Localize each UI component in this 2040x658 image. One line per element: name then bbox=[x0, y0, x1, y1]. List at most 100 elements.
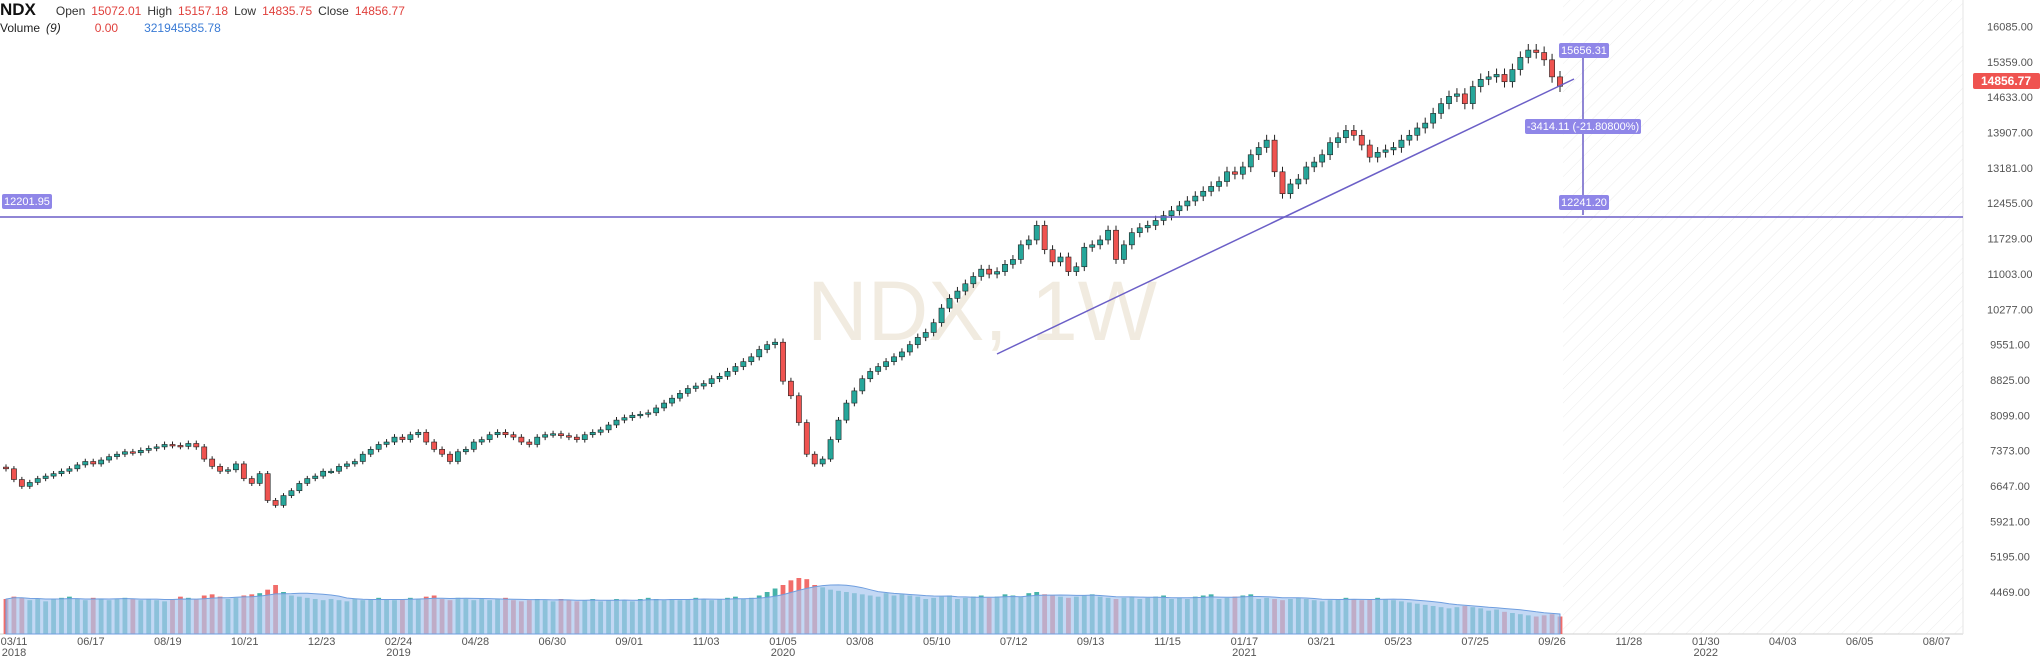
candle bbox=[1303, 161, 1310, 185]
x-tick-year: 2018 bbox=[2, 647, 26, 658]
candle bbox=[1121, 240, 1127, 264]
y-tick-label: 13181.00 bbox=[1987, 163, 2033, 175]
candle bbox=[756, 345, 763, 361]
candle bbox=[129, 448, 136, 456]
candle bbox=[1152, 215, 1159, 231]
candle bbox=[391, 434, 398, 445]
candle bbox=[1335, 132, 1341, 148]
candle bbox=[922, 328, 929, 342]
x-tick-label: 06/17 bbox=[77, 636, 105, 648]
trend-line[interactable] bbox=[996, 78, 1575, 355]
low-label: Low bbox=[234, 4, 257, 18]
candle bbox=[526, 439, 533, 448]
candle bbox=[566, 432, 572, 441]
candle bbox=[1160, 210, 1167, 226]
candle bbox=[296, 480, 303, 494]
candle bbox=[867, 367, 874, 383]
candle bbox=[1493, 68, 1500, 83]
candle bbox=[795, 392, 802, 426]
candle bbox=[1041, 220, 1048, 255]
candle bbox=[320, 468, 327, 479]
candle bbox=[1033, 220, 1040, 245]
candle bbox=[843, 399, 850, 424]
y-tick-label: 6647.00 bbox=[1990, 481, 2030, 493]
candle bbox=[1113, 225, 1119, 264]
current-price-badge: 14856.77 bbox=[1973, 73, 2040, 89]
x-tick-label: 11/15 bbox=[1154, 636, 1181, 648]
candle bbox=[875, 363, 882, 375]
candle bbox=[661, 399, 667, 412]
candle bbox=[716, 372, 723, 383]
candle bbox=[50, 470, 57, 479]
candle bbox=[684, 385, 691, 397]
low-value: 14835.75 bbox=[262, 4, 313, 18]
symbol-name[interactable]: NDX bbox=[0, 0, 36, 19]
volume-average-area bbox=[5, 584, 1561, 635]
candle bbox=[605, 421, 612, 433]
candle bbox=[1049, 245, 1056, 267]
x-tick-label: 04/03 bbox=[1769, 636, 1797, 648]
candle bbox=[780, 338, 786, 385]
y-tick-label: 8099.00 bbox=[1990, 410, 2030, 422]
volume-label[interactable]: Volume bbox=[0, 21, 41, 35]
candle bbox=[1509, 63, 1516, 88]
y-tick-label: 11003.00 bbox=[1987, 269, 2032, 281]
candle bbox=[58, 468, 65, 477]
y-tick-label: 8825.00 bbox=[1990, 375, 2030, 387]
x-tick-label: 07/25 bbox=[1461, 636, 1489, 648]
candle bbox=[233, 461, 239, 473]
candle bbox=[891, 353, 897, 366]
candle bbox=[399, 434, 406, 443]
low-marker-label: 12241.20 bbox=[1559, 195, 1609, 210]
x-tick-year: 2020 bbox=[771, 647, 795, 658]
candle bbox=[637, 411, 644, 419]
candle bbox=[1327, 137, 1333, 161]
x-tick-label: 05/23 bbox=[1384, 636, 1412, 648]
candle bbox=[288, 488, 295, 499]
candle bbox=[589, 429, 596, 438]
candle bbox=[486, 431, 493, 443]
candle bbox=[930, 318, 937, 337]
candle bbox=[1239, 161, 1246, 180]
candle bbox=[336, 463, 342, 474]
y-tick-label: 16085.00 bbox=[1987, 21, 2033, 33]
candle bbox=[42, 473, 49, 482]
candle bbox=[772, 338, 778, 349]
candle bbox=[407, 431, 414, 443]
candle bbox=[558, 430, 564, 439]
candle bbox=[581, 431, 588, 443]
candle bbox=[1057, 252, 1064, 267]
candle bbox=[280, 493, 287, 508]
candle bbox=[645, 409, 652, 418]
candle bbox=[1247, 149, 1254, 173]
candle bbox=[1541, 46, 1548, 66]
y-tick-label: 5921.00 bbox=[1990, 516, 2030, 528]
candle bbox=[1469, 80, 1476, 110]
candle bbox=[304, 475, 311, 487]
candle bbox=[1089, 240, 1096, 252]
candle bbox=[1414, 122, 1421, 141]
candle bbox=[946, 294, 953, 313]
candle bbox=[1525, 44, 1532, 64]
candle bbox=[1017, 240, 1024, 264]
candle bbox=[82, 458, 89, 468]
candle bbox=[1517, 51, 1524, 76]
candle bbox=[708, 375, 715, 388]
candle bbox=[114, 451, 120, 460]
candle bbox=[542, 431, 549, 441]
candle bbox=[970, 272, 977, 288]
future-area bbox=[1563, 0, 1963, 634]
candle bbox=[1128, 228, 1135, 250]
candle bbox=[256, 470, 263, 487]
candle bbox=[518, 434, 525, 445]
candle bbox=[1168, 205, 1175, 221]
close-label: Close bbox=[318, 4, 349, 18]
candle bbox=[740, 358, 747, 371]
candle bbox=[217, 463, 223, 474]
x-tick-label: 04/28 bbox=[462, 636, 490, 648]
x-tick-label: 01/05 bbox=[769, 636, 797, 648]
candle bbox=[1533, 44, 1540, 59]
candle bbox=[1461, 88, 1468, 110]
